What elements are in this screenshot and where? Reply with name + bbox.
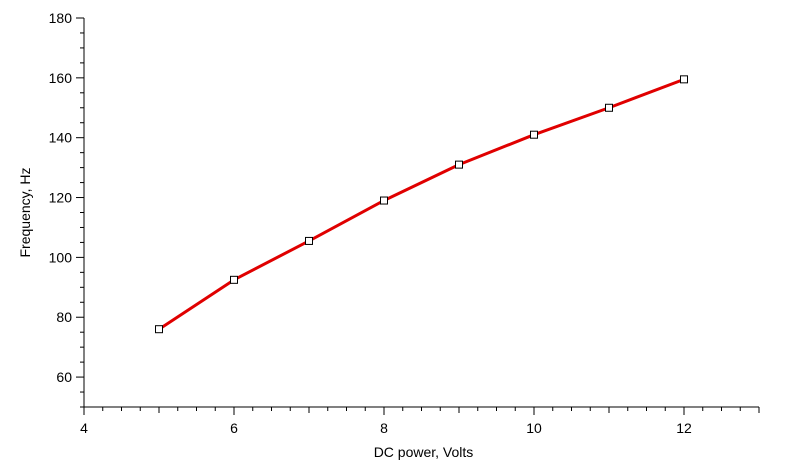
x-tick-label: 4 xyxy=(80,420,88,436)
x-tick-label: 6 xyxy=(230,420,238,436)
y-ticks: 60 80 100 120 140 160 180 xyxy=(49,10,84,408)
y-tick-label: 140 xyxy=(49,130,73,146)
data-point-marker xyxy=(155,325,163,334)
y-tick-label: 100 xyxy=(49,249,73,265)
data-point-marker xyxy=(230,275,238,284)
x-tick-label: 12 xyxy=(676,420,692,436)
x-axis-label: DC power, Volts xyxy=(374,444,474,460)
data-point-marker xyxy=(605,103,613,112)
y-tick-label: 120 xyxy=(49,190,73,206)
y-tick-label: 160 xyxy=(49,70,73,86)
plot-area xyxy=(155,75,688,334)
y-axis-label: Frequency, Hz xyxy=(17,168,33,258)
axes xyxy=(83,18,759,408)
data-point-marker xyxy=(455,160,463,169)
data-point-marker xyxy=(380,196,388,205)
y-tick-label: 180 xyxy=(49,10,73,26)
data-point-marker xyxy=(530,130,538,139)
series-line xyxy=(158,77,685,331)
data-point-marker xyxy=(680,75,688,84)
y-tick-label: 80 xyxy=(56,309,72,325)
data-point-marker xyxy=(305,236,313,245)
x-tick-label: 10 xyxy=(526,420,542,436)
x-tick-label: 8 xyxy=(380,420,388,436)
y-tick-label: 60 xyxy=(56,369,72,385)
x-ticks: 4 6 8 10 12 xyxy=(80,407,760,436)
